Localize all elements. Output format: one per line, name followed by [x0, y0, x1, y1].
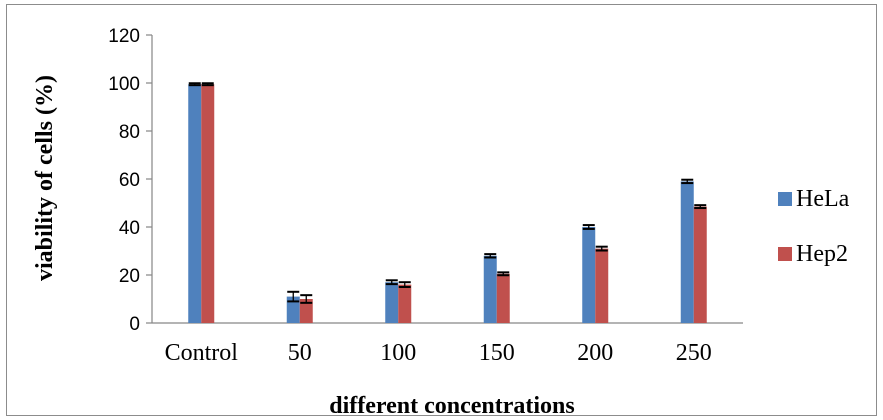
legend-swatch-hep2 [778, 247, 792, 261]
bar-hep2-50 [299, 299, 313, 323]
y-tick-label: 40 [119, 218, 140, 239]
x-tick-label: 150 [479, 340, 515, 366]
error-bars [188, 82, 707, 304]
y-axis-title: viability of cells (%) [32, 75, 58, 281]
bar-hela-200 [582, 227, 596, 323]
chart-frame [6, 4, 877, 416]
bars [188, 84, 707, 323]
y-tick-label: 0 [129, 314, 140, 335]
x-tick-label: 50 [288, 340, 312, 366]
x-tick-label: 100 [380, 340, 416, 366]
legend-label-hela: HeLa [796, 186, 850, 212]
bar-hep2-control [201, 84, 215, 323]
x-tick-label: 200 [577, 340, 613, 366]
y-tick-label: 120 [108, 26, 140, 47]
legend: HeLa Hep2 [778, 186, 850, 267]
bar-hep2-200 [595, 248, 609, 323]
y-tick-labels: 0 20 40 60 80 100 120 [108, 26, 140, 335]
y-tick-label: 100 [108, 74, 140, 95]
axes [146, 34, 743, 324]
x-tick-label: 250 [676, 340, 712, 366]
bar-hela-control [188, 84, 202, 323]
bar-hep2-150 [496, 273, 510, 323]
y-tick-label: 60 [119, 170, 140, 191]
x-tick-label: Control [165, 340, 239, 366]
bar-hep2-250 [693, 206, 707, 323]
legend-swatch-hela [778, 192, 792, 206]
bar-hela-150 [483, 255, 497, 323]
bar-hep2-100 [398, 284, 412, 323]
bar-hela-50 [286, 296, 300, 323]
bar-hela-100 [385, 282, 399, 323]
x-tick-labels: Control 50 100 150 200 250 [165, 340, 712, 366]
y-tick-label: 20 [119, 266, 140, 287]
y-tick-label: 80 [119, 122, 140, 143]
bar-hela-250 [680, 181, 694, 323]
legend-label-hep2: Hep2 [796, 241, 848, 267]
x-axis-title: different concentrations [329, 393, 575, 419]
